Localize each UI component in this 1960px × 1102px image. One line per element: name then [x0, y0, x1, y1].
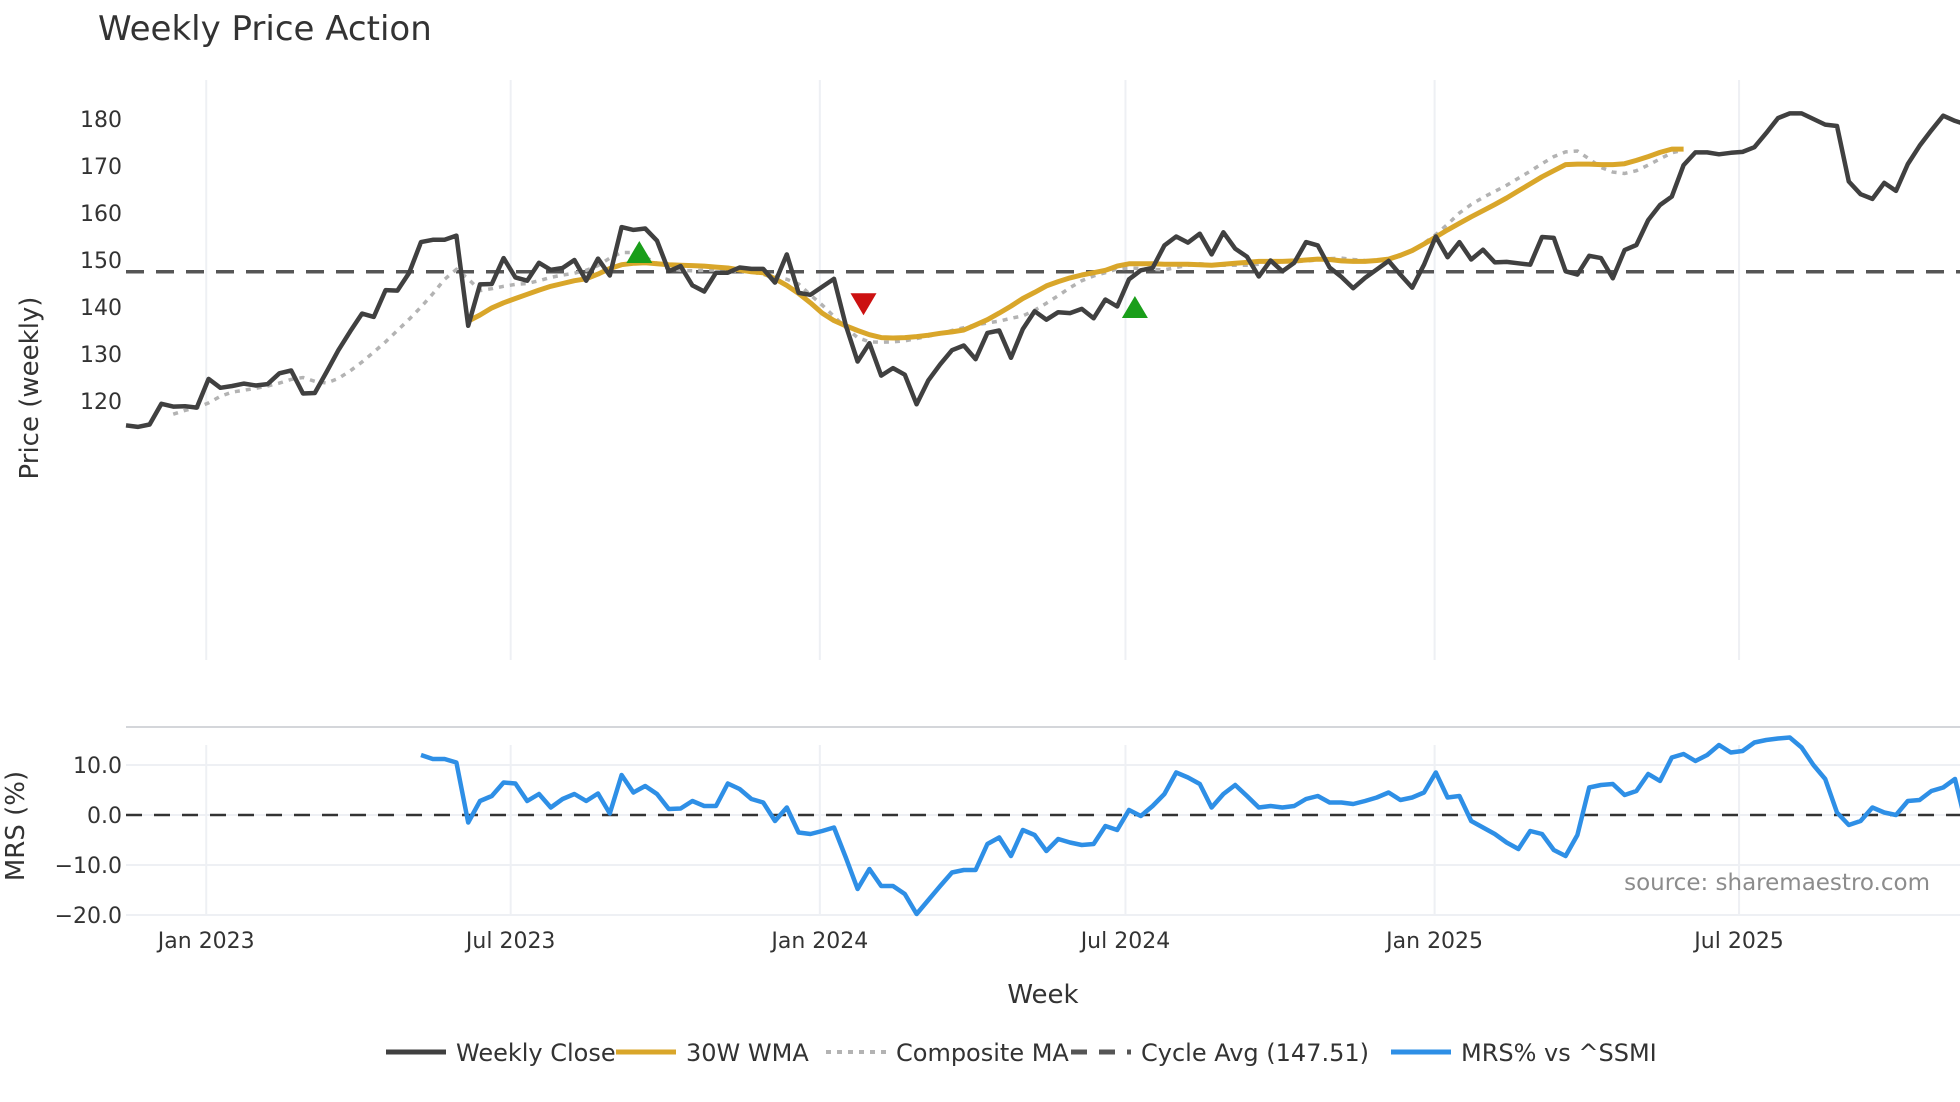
price-tick-label: 180	[80, 108, 122, 133]
price-y-axis-label: Price (weekly)	[15, 297, 45, 480]
legend-item-close: Weekly Close	[386, 1039, 616, 1067]
mrs-y-axis-ticks: −20.0 −10.0 0.0 10.0	[55, 754, 122, 929]
x-axis-ticks: Jan 2023 Jul 2023 Jan 2024 Jul 2024 Jan 2025…	[156, 929, 1784, 954]
price-tick-label: 170	[80, 155, 122, 180]
price-series	[125, 111, 1960, 430]
mrs-line	[420, 735, 1960, 917]
legend-label-close: Weekly Close	[456, 1039, 616, 1067]
legend-label-cycle: Cycle Avg (147.51)	[1141, 1039, 1369, 1067]
legend-label-composite: Composite MA	[896, 1039, 1069, 1067]
chart-title: Weekly Price Action	[98, 9, 432, 49]
mrs-tick-label: −20.0	[55, 904, 122, 929]
x-tick-label: Jan 2024	[769, 929, 868, 954]
x-tick-label: Jul 2023	[464, 929, 556, 954]
composite-ma-line	[172, 148, 1685, 416]
mrs-tick-label: −10.0	[55, 854, 122, 879]
price-tick-label: 160	[80, 202, 122, 227]
30w-wma-line	[467, 146, 1684, 341]
mrs-y-axis-label: MRS (%)	[1, 771, 31, 881]
x-tick-label: Jul 2024	[1079, 929, 1171, 954]
x-axis-label: Week	[1007, 980, 1078, 1010]
legend-label-mrs: MRS% vs ^SSMI	[1461, 1039, 1657, 1067]
price-tick-label: 120	[80, 390, 122, 415]
price-y-axis-ticks: 120 130 140 150 160 170 180	[80, 108, 122, 415]
legend-item-wma: 30W WMA	[616, 1039, 809, 1067]
legend-item-mrs: MRS% vs ^SSMI	[1391, 1039, 1657, 1067]
legend-label-wma: 30W WMA	[686, 1039, 809, 1067]
price-panel-grid	[205, 80, 1741, 660]
x-tick-label: Jan 2023	[156, 929, 255, 954]
mrs-tick-label: 10.0	[73, 754, 122, 779]
legend-item-cycle: Cycle Avg (147.51)	[1071, 1039, 1369, 1067]
buy-signal-triangle-up-icon	[626, 240, 653, 263]
mrs-tick-label: 0.0	[87, 804, 122, 829]
x-tick-label: Jul 2025	[1692, 929, 1784, 954]
signal-markers	[626, 240, 1148, 318]
buy-signal-triangle-up-icon	[1121, 295, 1148, 318]
weekly-close-line	[125, 111, 1960, 430]
price-tick-label: 150	[80, 249, 122, 274]
x-tick-label: Jan 2025	[1384, 929, 1483, 954]
mrs-series	[420, 735, 1960, 917]
legend: Weekly Close 30W WMA Composite MA Cycle Avg…	[386, 1039, 1657, 1067]
sell-signal-triangle-down-icon	[850, 293, 877, 316]
price-tick-label: 130	[80, 343, 122, 368]
legend-item-composite: Composite MA	[826, 1039, 1069, 1067]
source-annotation: source: sharemaestro.com	[1624, 870, 1930, 896]
price-tick-label: 140	[80, 296, 122, 321]
